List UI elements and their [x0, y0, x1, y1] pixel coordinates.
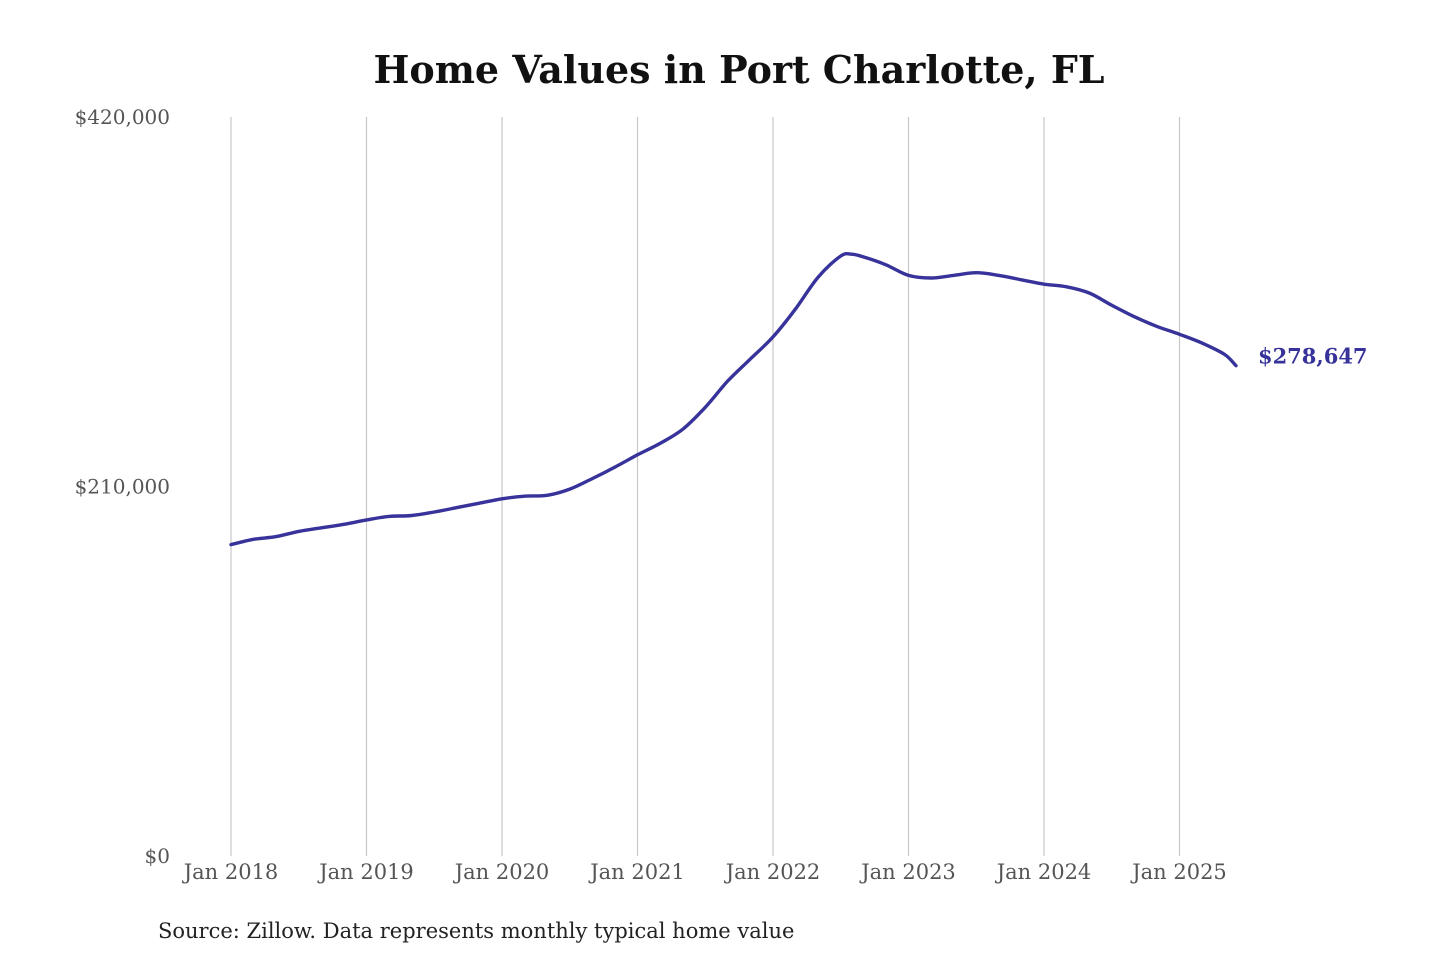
gridlines [230, 117, 1181, 856]
source-note: Source: Zillow. Data represents monthly … [158, 919, 794, 943]
x-tick-label: Jan 2020 [453, 860, 550, 884]
x-tick-label: Jan 2021 [588, 860, 685, 884]
y-axis-tick-labels: $420,000 $210,000 $0 [75, 105, 170, 868]
y-tick-label: $210,000 [75, 475, 170, 499]
x-tick-label: Jan 2022 [724, 860, 821, 884]
x-axis-tick-labels: Jan 2018 Jan 2019 Jan 2020 Jan 2021 Jan 2022… [182, 860, 1227, 884]
x-tick-label: Jan 2023 [859, 860, 956, 884]
x-tick-label: Jan 2019 [317, 860, 414, 884]
end-value-label: $278,647 [1258, 344, 1368, 369]
series-line [229, 251, 1238, 547]
y-tick-label: $0 [145, 844, 170, 868]
x-tick-label: Jan 2018 [182, 860, 279, 884]
y-tick-label: $420,000 [75, 105, 170, 129]
x-tick-label: Jan 2024 [995, 860, 1092, 884]
x-tick-label: Jan 2025 [1130, 860, 1227, 884]
chart-title: Home Values in Port Charlotte, FL [373, 47, 1104, 92]
